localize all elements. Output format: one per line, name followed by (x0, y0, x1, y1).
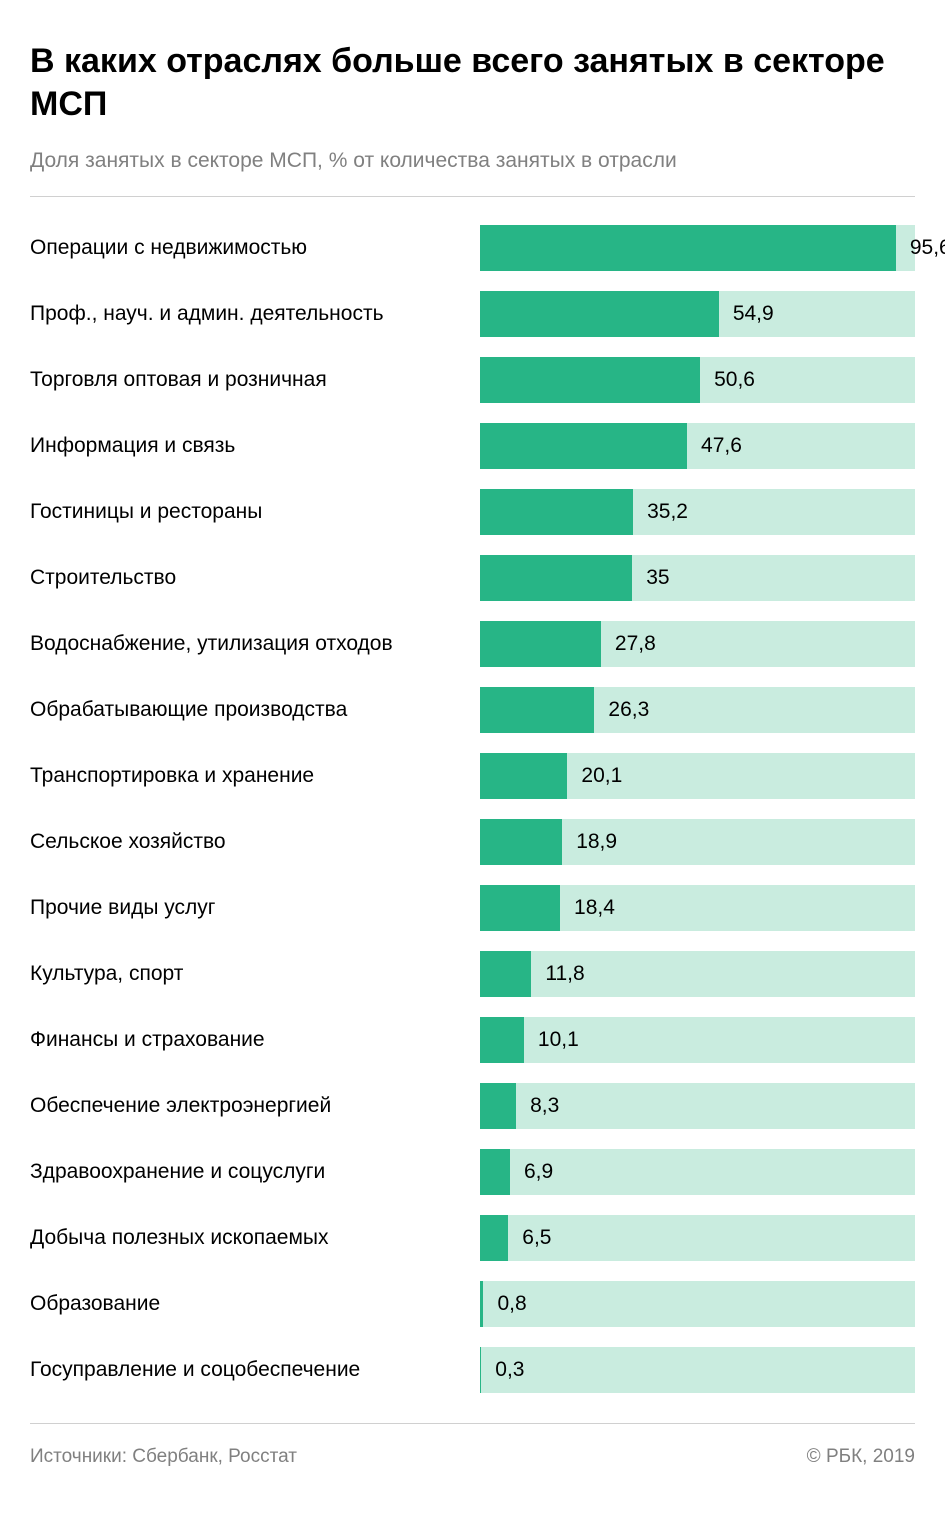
bar-foreground (480, 423, 687, 469)
bar-track: 35,2 (480, 489, 915, 535)
bar-row: Госуправление и соцобеспечение 0,3 (30, 1347, 915, 1393)
bar-label: Образование (30, 1292, 480, 1316)
bar-foreground (480, 555, 632, 601)
bar-label: Проф., науч. и админ. деятельность (30, 302, 480, 326)
bar-label: Сельское хозяйство (30, 830, 480, 854)
bar-track: 18,4 (480, 885, 915, 931)
bar-label: Водоснабжение, утилизация отходов (30, 632, 480, 656)
bar-foreground (480, 1083, 516, 1129)
bar-row: Обрабатывающие производства 26,3 (30, 687, 915, 733)
bar-chart: Операции с недвижимостью95,6 Проф., науч.… (30, 225, 915, 1413)
bar-track: 47,6 (480, 423, 915, 469)
bar-row: Гостиницы и рестораны 35,2 (30, 489, 915, 535)
bar-row: Строительство 35 (30, 555, 915, 601)
bar-value: 6,5 (522, 1226, 551, 1250)
bar-foreground (480, 291, 719, 337)
bar-track: 20,1 (480, 753, 915, 799)
bar-foreground (480, 687, 594, 733)
bar-row: Образование 0,8 (30, 1281, 915, 1327)
bar-row: Культура, спорт 11,8 (30, 951, 915, 997)
bar-row: Здравоохранение и соцуслуги 6,9 (30, 1149, 915, 1195)
bar-label: Финансы и страхование (30, 1028, 480, 1052)
bar-foreground (480, 1347, 481, 1393)
bar-foreground (480, 489, 633, 535)
bar-track: 0,8 (480, 1281, 915, 1327)
bar-track: 6,9 (480, 1149, 915, 1195)
bar-track: 18,9 (480, 819, 915, 865)
bar-row: Добыча полезных ископаемых 6,5 (30, 1215, 915, 1261)
bar-value: 50,6 (714, 368, 755, 392)
bar-row: Сельское хозяйство 18,9 (30, 819, 915, 865)
bar-label: Строительство (30, 566, 480, 590)
bar-row: Торговля оптовая и розничная 50,6 (30, 357, 915, 403)
bar-background (480, 1281, 915, 1327)
bar-label: Информация и связь (30, 434, 480, 458)
bar-value: 8,3 (530, 1094, 559, 1118)
bar-label: Обрабатывающие производства (30, 698, 480, 722)
chart-footer: Источники: Сбербанк, Росстат © РБК, 2019 (30, 1423, 915, 1468)
bar-value: 26,3 (608, 698, 649, 722)
bar-track: 26,3 (480, 687, 915, 733)
bar-value: 35 (646, 566, 669, 590)
chart-title: В каких отраслях больше всего занятых в … (30, 40, 915, 125)
bar-label: Добыча полезных ископаемых (30, 1226, 480, 1250)
bar-foreground (480, 951, 531, 997)
divider-top (30, 196, 915, 197)
bar-row: Обеспечение электроэнергией 8,3 (30, 1083, 915, 1129)
bar-value: 47,6 (701, 434, 742, 458)
bar-track: 95,6 (480, 225, 915, 271)
bar-track: 11,8 (480, 951, 915, 997)
sources-text: Источники: Сбербанк, Росстат (30, 1446, 297, 1468)
bar-value: 95,6 (910, 236, 945, 260)
bar-label: Гостиницы и рестораны (30, 500, 480, 524)
bar-value: 0,8 (497, 1292, 526, 1316)
bar-row: Проф., науч. и админ. деятельность 54,9 (30, 291, 915, 337)
bar-label: Торговля оптовая и розничная (30, 368, 480, 392)
bar-label: Обеспечение электроэнергией (30, 1094, 480, 1118)
bar-foreground (480, 1017, 524, 1063)
bar-background (480, 1347, 915, 1393)
bar-row: Информация и связь 47,6 (30, 423, 915, 469)
bar-foreground (480, 753, 567, 799)
bar-value: 18,9 (576, 830, 617, 854)
bar-value: 18,4 (574, 896, 615, 920)
bar-track: 10,1 (480, 1017, 915, 1063)
bar-label: Культура, спорт (30, 962, 480, 986)
bar-foreground (480, 357, 700, 403)
bar-row: Операции с недвижимостью95,6 (30, 225, 915, 271)
bar-track: 35 (480, 555, 915, 601)
bar-row: Финансы и страхование 10,1 (30, 1017, 915, 1063)
bar-track: 50,6 (480, 357, 915, 403)
bar-foreground (480, 1149, 510, 1195)
bar-label: Прочие виды услуг (30, 896, 480, 920)
bar-foreground (480, 885, 560, 931)
bar-row: Прочие виды услуг 18,4 (30, 885, 915, 931)
bar-foreground (480, 225, 896, 271)
chart-subtitle: Доля занятых в секторе МСП, % от количес… (30, 147, 915, 174)
bar-track: 8,3 (480, 1083, 915, 1129)
bar-foreground (480, 1281, 483, 1327)
bar-foreground (480, 1215, 508, 1261)
bar-value: 27,8 (615, 632, 656, 656)
bar-track: 6,5 (480, 1215, 915, 1261)
bar-foreground (480, 819, 562, 865)
bar-label: Транспортировка и хранение (30, 764, 480, 788)
credit-text: © РБК, 2019 (807, 1446, 915, 1468)
bar-value: 0,3 (495, 1358, 524, 1382)
bar-track: 0,3 (480, 1347, 915, 1393)
bar-value: 10,1 (538, 1028, 579, 1052)
bar-value: 54,9 (733, 302, 774, 326)
bar-value: 20,1 (581, 764, 622, 788)
bar-value: 35,2 (647, 500, 688, 524)
bar-row: Транспортировка и хранение 20,1 (30, 753, 915, 799)
bar-value: 11,8 (545, 962, 584, 986)
bar-value: 6,9 (524, 1160, 553, 1184)
bar-foreground (480, 621, 601, 667)
bar-label: Здравоохранение и соцуслуги (30, 1160, 480, 1184)
bar-label: Госуправление и соцобеспечение (30, 1358, 480, 1382)
bar-track: 27,8 (480, 621, 915, 667)
bar-label: Операции с недвижимостью (30, 236, 480, 260)
bar-row: Водоснабжение, утилизация отходов 27,8 (30, 621, 915, 667)
bar-track: 54,9 (480, 291, 915, 337)
